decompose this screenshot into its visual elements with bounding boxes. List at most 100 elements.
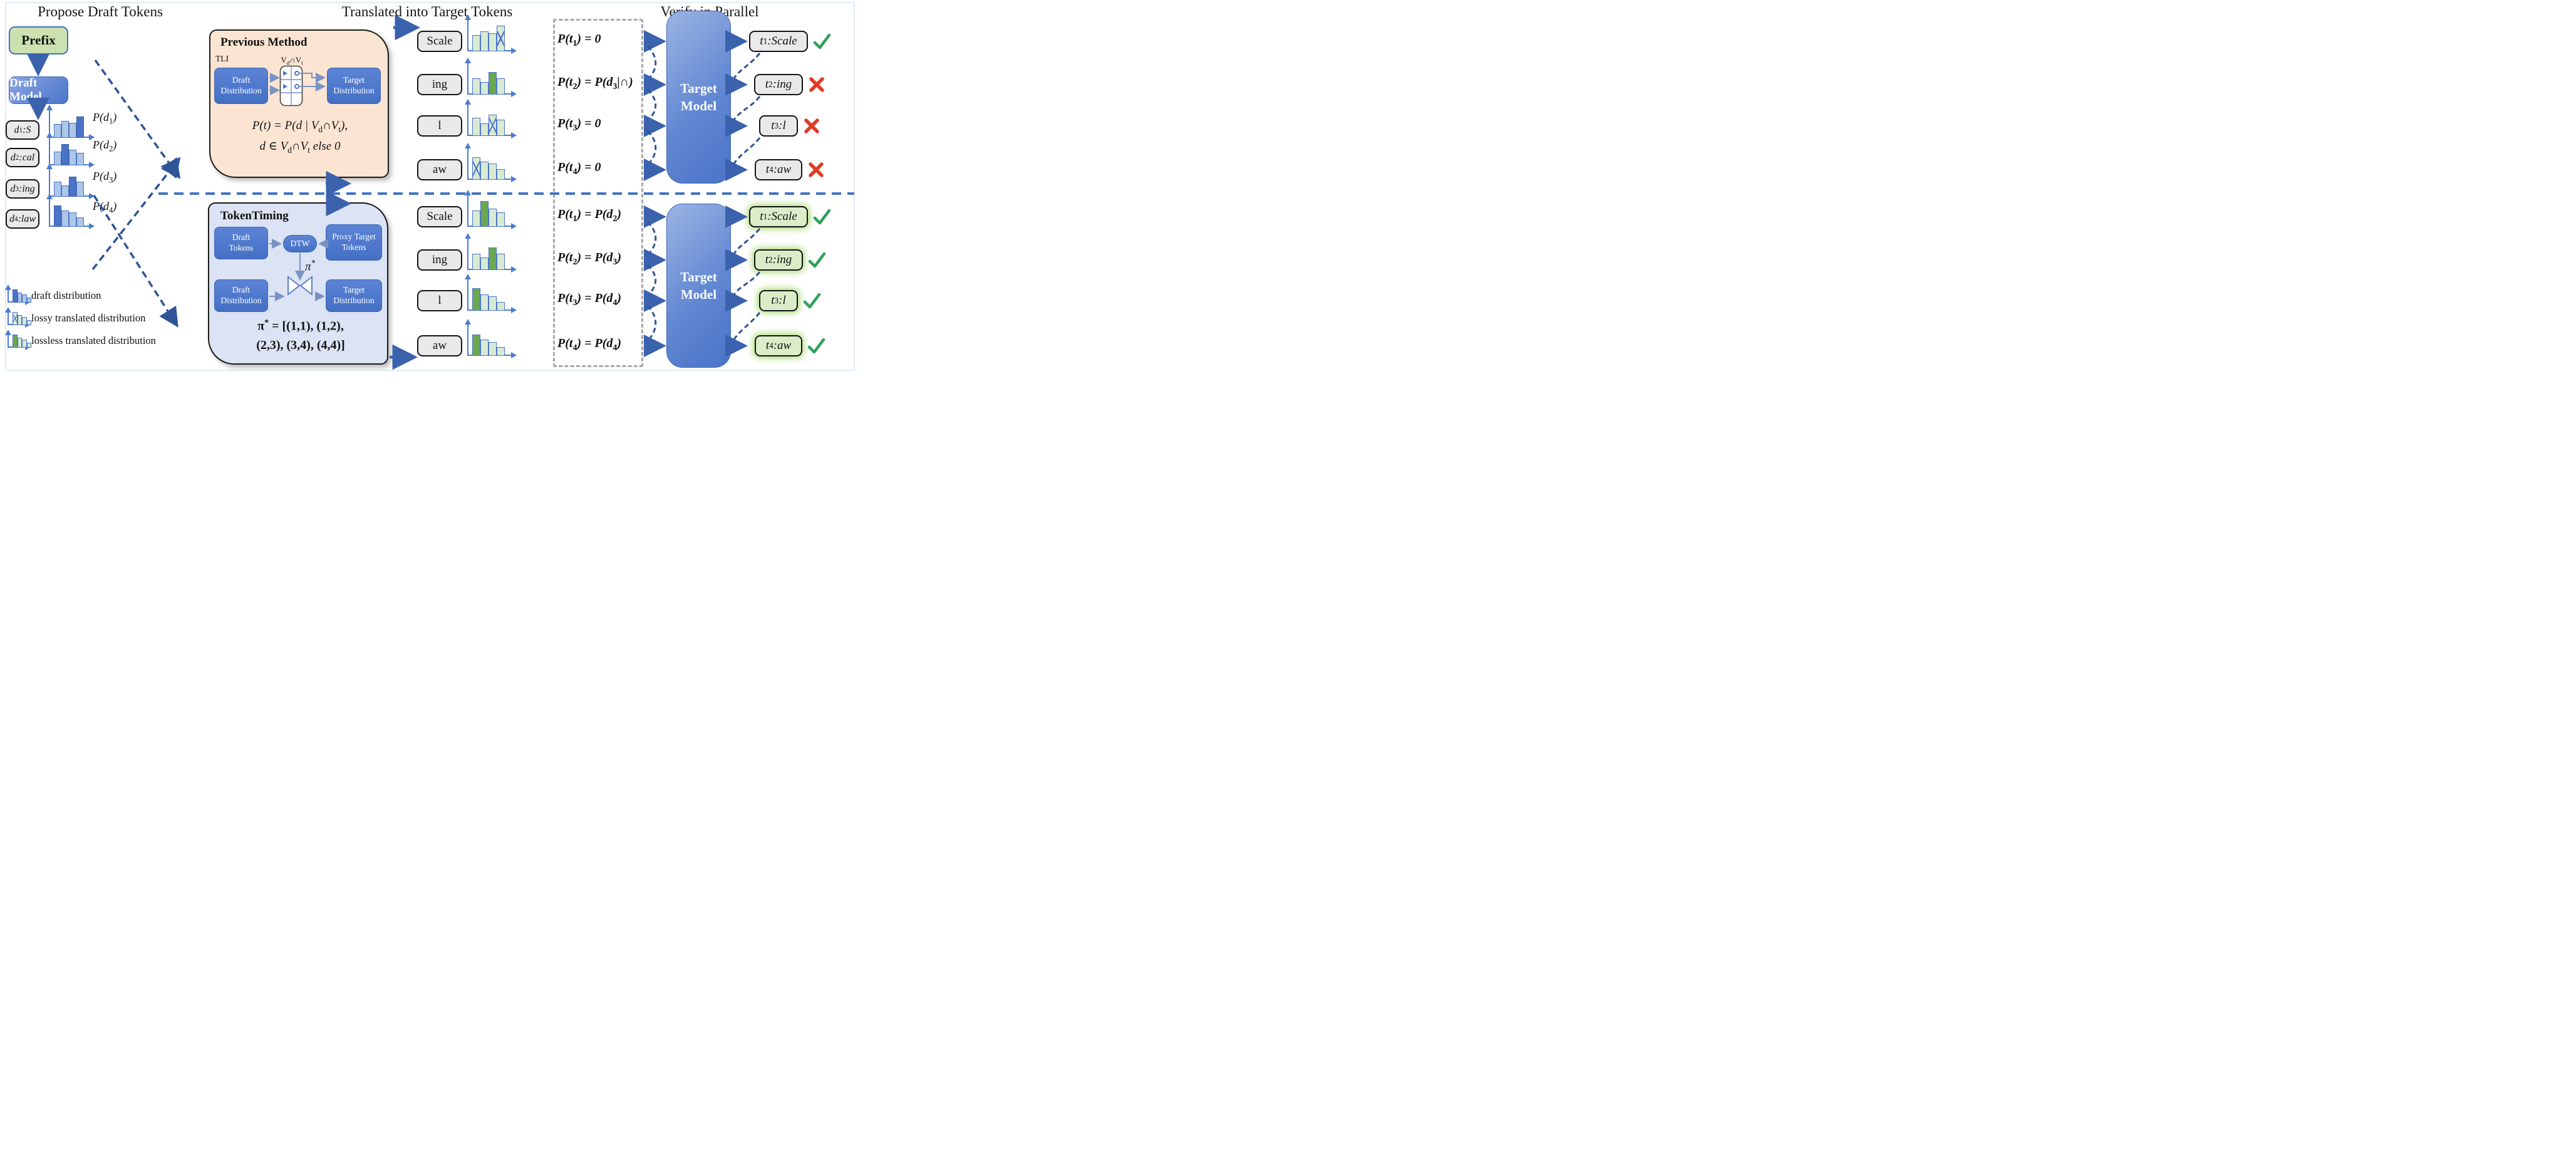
dashed-arc-right [730, 271, 761, 299]
distribution-chart [463, 233, 517, 273]
dashed-arc-left [646, 88, 657, 122]
chart-bar [472, 288, 480, 311]
connector-overlay [27, 14, 854, 370]
distribution-chart [4, 284, 31, 305]
chart-bar [480, 123, 489, 136]
chart-bar [61, 185, 69, 197]
chart-bar [54, 152, 61, 165]
chart-bar [480, 294, 489, 311]
dashed-arc-left [646, 221, 657, 256]
cross-icon [809, 77, 824, 92]
draft-token-box: d 3:ing [6, 179, 39, 199]
distribution-chart [463, 58, 517, 97]
chart-bar [472, 254, 480, 270]
chart-bar [69, 123, 76, 138]
chart-bar [69, 177, 76, 197]
chart-bar [489, 164, 497, 180]
target-token-box: l [417, 115, 462, 137]
chart-bar [76, 153, 84, 165]
chart-bar [497, 120, 505, 136]
chart-bar [22, 317, 27, 325]
check-icon [813, 209, 831, 225]
chart-bar [497, 169, 505, 180]
chart-bar [489, 72, 497, 95]
chart-bar [489, 33, 497, 51]
tt-proxy-target-tokens-box: Proxy Target Tokens [326, 224, 382, 261]
target-model-top: Target Model [666, 11, 731, 184]
chart-bar [497, 212, 505, 227]
chart-y-axis [5, 307, 11, 325]
distribution-chart [463, 274, 517, 313]
chart-y-axis [5, 284, 11, 303]
chart-bar [472, 118, 480, 136]
chart-bar [13, 312, 18, 325]
check-icon [803, 293, 821, 309]
vocab-grid-icon [279, 65, 303, 107]
verified-token-box: t 4:aw [755, 335, 802, 356]
chart-bar [69, 150, 76, 165]
dtw-warp-icon [287, 275, 313, 296]
vocab-intersection-label: Vd∩Vt [281, 55, 303, 66]
target-token-box: l [417, 290, 462, 311]
chart-bar [54, 182, 61, 197]
chart-bar [480, 31, 489, 51]
chart-y-axis [46, 132, 53, 165]
legend-label: draft distribution [31, 289, 101, 301]
prob-formula: P(t3) = P(d4) [557, 291, 622, 308]
verified-token-box: t 1:Scale [749, 31, 808, 52]
chart-y-axis [46, 105, 53, 138]
chart-bar [497, 302, 505, 311]
chart-bar [480, 257, 489, 270]
chart-bar [497, 254, 505, 270]
chart-y-axis [5, 330, 11, 348]
chart-bar [472, 35, 480, 51]
legend-label: lossy translated distribution [31, 312, 146, 324]
prob-formula: P(t3) = 0 [557, 117, 601, 133]
verified-token-box: t 3:l [759, 115, 798, 137]
tt-draft-distribution-box: Draft Distribution [214, 279, 268, 312]
chart-y-axis [465, 143, 471, 180]
tt-draft-tokens-box: Draft Tokens [214, 227, 268, 259]
pm-formula-line2: d ∈ Vd∩Vt else 0 [259, 140, 341, 155]
tt-dtw-box: DTW [283, 235, 317, 252]
cross-icon [804, 118, 819, 133]
verified-token-box: t 2:ing [754, 74, 803, 95]
check-icon [808, 252, 826, 268]
verified-token-box: t 2:ing [754, 249, 803, 271]
chart-bar [472, 78, 480, 95]
pm-target-distribution-box: Target Distribution [327, 68, 381, 104]
chart-y-axis [46, 194, 53, 227]
dashed-arc-left [646, 264, 657, 297]
chart-y-axis [46, 164, 53, 197]
check-icon [807, 338, 825, 354]
previous-method-title: Previous Method [220, 36, 308, 49]
chart-bar [26, 298, 31, 303]
prob-formula: P(t1) = 0 [557, 32, 601, 48]
distribution-chart [463, 14, 517, 54]
target-token-box: Scale [417, 206, 462, 227]
chart-bar [480, 82, 489, 95]
dashed-arrow-to-previous-method [91, 157, 181, 271]
chart-bar [472, 157, 480, 180]
chart-bar [17, 338, 22, 348]
target-model-top-label: Target Model [680, 80, 717, 113]
distribution-chart [463, 190, 517, 229]
draft-token-box: d 2:cal [6, 148, 39, 167]
chart-bar [54, 124, 61, 138]
chart-bar [472, 335, 480, 356]
prob-formula: P(t4) = P(d4) [557, 336, 622, 353]
legend-label: lossless translated distribution [31, 335, 156, 346]
pm-draft-distribution-box: Draft Distribution [214, 68, 268, 104]
chart-bar [489, 296, 497, 311]
prob-formula: P(t2) = P(d3|∩) [557, 75, 633, 91]
dashed-arc-right [730, 96, 761, 125]
verified-token-box: t 3:l [759, 290, 798, 311]
chart-bar [489, 247, 497, 270]
verified-token-box: t 1:Scale [749, 206, 808, 227]
dashed-arc-left [646, 45, 657, 81]
target-token-box: ing [417, 74, 462, 95]
dashed-arc-right [730, 137, 761, 169]
target-model-bottom: Target Model [666, 204, 731, 368]
target-token-box: Scale [417, 31, 462, 52]
pm-formula-line1: P(t) = P(d | Vd∩Vt), [252, 119, 348, 134]
